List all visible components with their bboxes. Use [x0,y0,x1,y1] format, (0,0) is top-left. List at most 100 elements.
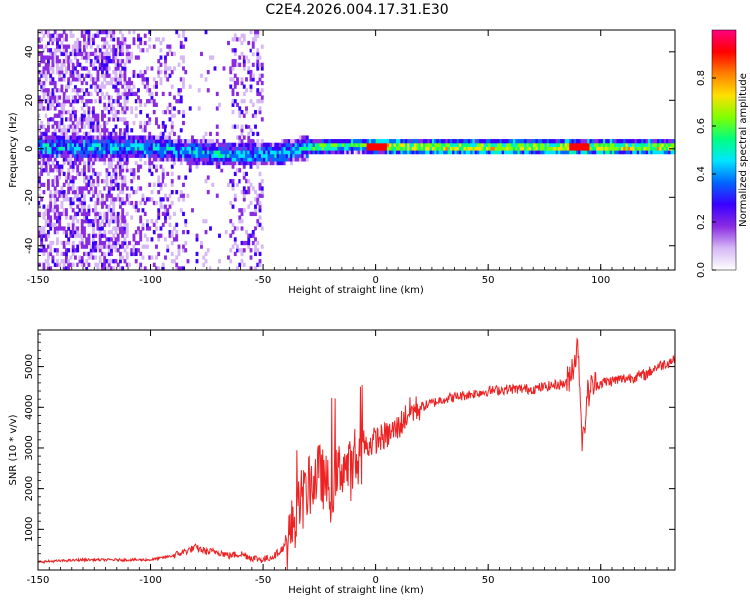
heatmap-cell [76,77,80,82]
heatmap-cell [53,142,57,147]
heatmap-cell [74,51,77,57]
heatmap-cell [130,248,134,253]
heatmap-cell [116,153,120,158]
heatmap-cell [128,135,131,140]
heatmap-cell [105,70,109,75]
heatmap-cell [110,139,113,144]
heatmap-cell [67,117,71,122]
heatmap-cell [249,30,253,35]
heatmap-cell [247,157,251,162]
heatmap-cell [238,139,242,144]
heatmap-cell [229,150,233,155]
heatmap-cell [256,139,260,144]
heatmap-cell [155,102,158,107]
heatmap-cell [103,62,107,67]
heatmap-cell [74,139,77,144]
heatmap-cell [141,222,145,227]
heatmap-cell [373,146,377,151]
heatmap-cell [121,215,125,220]
heatmap-cell [87,255,91,260]
heatmap-cell [67,62,71,67]
heatmap-cell [62,193,66,198]
heatmap-cell [557,150,561,155]
heatmap-cell [105,150,109,155]
heatmap-cell [76,62,80,67]
heatmap-cell [274,146,278,151]
heatmap-cell [47,153,50,158]
heatmap-cell [373,139,377,144]
heatmap-cell [233,193,237,198]
heatmap-cell [80,120,84,126]
heatmap-cell [80,135,84,140]
heatmap-cell [330,150,334,155]
heatmap-cell [80,222,84,227]
heatmap-cell [96,150,100,155]
heatmap-cell [112,106,116,111]
heatmap-cell [146,237,149,242]
heatmap-cell [42,91,46,97]
heatmap-cell [114,164,118,169]
heatmap-cell [101,193,104,198]
heatmap-cell [195,150,199,155]
heatmap-cell [362,150,365,155]
heatmap-cell [137,135,140,140]
heatmap-cell [170,124,174,129]
heatmap-cell [62,77,66,82]
heatmap-cell [85,266,89,271]
heatmap-cell [85,59,89,64]
heatmap-cell [116,110,120,115]
heatmap-cell [103,255,107,260]
heatmap-cell [137,219,140,224]
snr-x-axis-label: Height of straight line (km) [288,585,424,596]
heatmap-cell [254,113,257,118]
heatmap-cell [58,59,62,64]
heatmap-cell [53,226,57,231]
heatmap-cell [87,70,91,75]
heatmap-cell [539,150,543,155]
heatmap-cell [182,77,185,82]
heatmap-cell [67,248,71,253]
heatmap-cell [467,150,471,155]
heatmap-cell [58,222,62,227]
heatmap-cell [260,244,264,249]
heatmap-cell [474,150,478,155]
heatmap-cell [49,248,53,253]
heatmap-cell [141,48,145,53]
heatmap-cell [666,139,669,144]
heatmap-cell [373,150,377,155]
heatmap-cell [114,110,118,115]
heatmap-cell [454,139,458,144]
heatmap-cell [290,146,293,151]
heatmap-cell [355,150,359,155]
heatmap-cell [173,33,176,38]
heatmap-cell [92,240,95,246]
heatmap-cell [587,150,591,155]
heatmap-cell [123,182,127,187]
heatmap-cell [215,142,219,147]
heatmap-cell [85,120,89,126]
heatmap-cell [287,139,291,144]
heatmap-cell [92,113,95,118]
heatmap-cell [125,244,129,249]
heatmap-cell [242,59,246,64]
heatmap-cell [40,106,44,111]
heatmap-cell [78,186,82,191]
heatmap-cell [121,255,125,260]
heatmap-cell [571,146,575,151]
heatmap-cell [103,146,107,151]
heatmap-cell [155,164,158,169]
heatmap-cell [121,73,125,78]
heatmap-cell [195,139,199,144]
heatmap-cell [130,150,134,155]
heatmap-cell [65,37,68,42]
heatmap-cell [47,33,50,38]
heatmap-cell [71,153,75,158]
heatmap-cell [238,142,242,147]
heatmap-cell [112,179,116,184]
heatmap-cell [121,139,125,144]
heatmap-cell [139,73,143,78]
heatmap-cell [231,77,235,82]
heatmap-cell [92,160,95,166]
heatmap-cell [92,168,95,173]
heatmap-cell [107,30,111,35]
